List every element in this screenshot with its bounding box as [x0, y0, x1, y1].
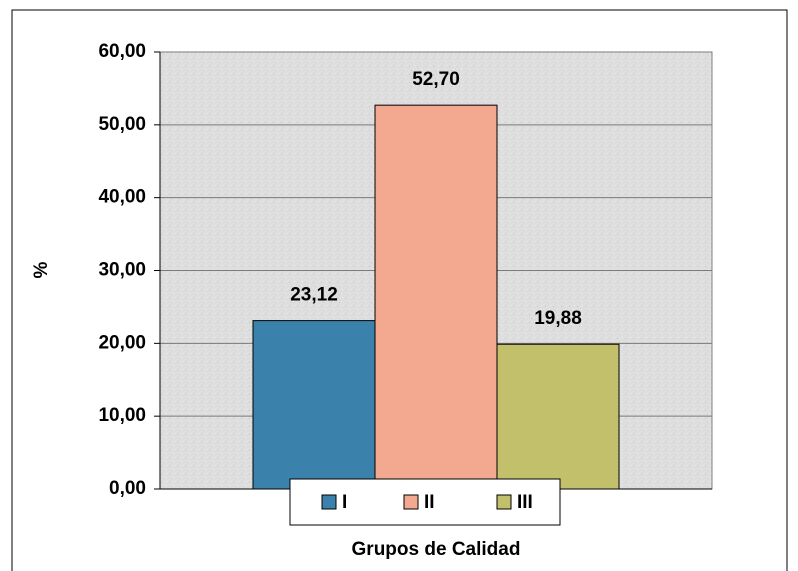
- bar: [374, 104, 498, 490]
- data-label: 19,88: [534, 308, 582, 329]
- y-tick-label: 30,00: [98, 260, 146, 281]
- y-tick-label: 60,00: [98, 41, 146, 62]
- y-tick-label: 40,00: [98, 187, 146, 208]
- y-tick-label: 50,00: [98, 114, 146, 135]
- y-tick-label: 0,00: [109, 478, 146, 499]
- data-label: 52,70: [412, 69, 460, 90]
- legend-swatch: [403, 494, 419, 510]
- y-tick-label: 20,00: [98, 332, 146, 353]
- y-axis-title: %: [31, 261, 52, 278]
- legend-swatch: [496, 494, 512, 510]
- legend-label: II: [424, 492, 435, 513]
- x-axis-title: Grupos de Calidad: [352, 539, 521, 560]
- legend-swatch: [321, 494, 337, 510]
- legend-label: III: [517, 492, 533, 513]
- legend-label: I: [342, 492, 347, 513]
- bar: [496, 343, 620, 490]
- data-label: 23,12: [290, 285, 338, 306]
- bar: [252, 320, 376, 490]
- y-tick-label: 10,00: [98, 405, 146, 426]
